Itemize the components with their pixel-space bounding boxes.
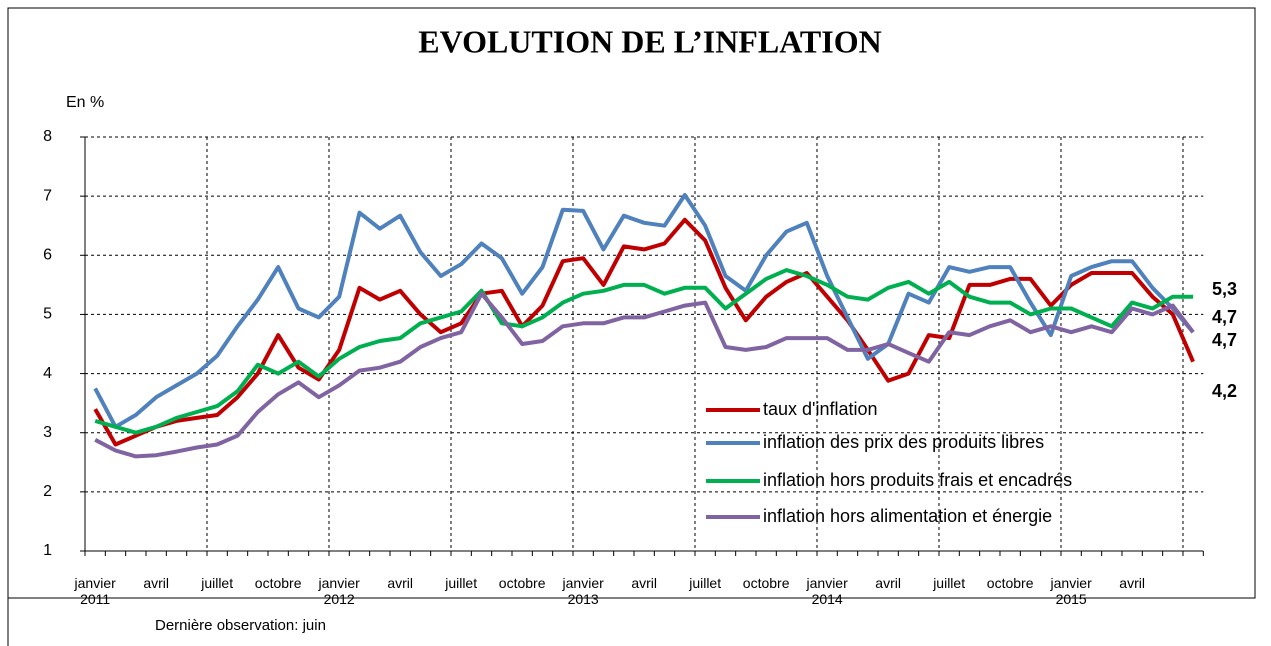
x-tick-label: juillet <box>445 575 478 591</box>
y-tick-label: 5 <box>43 306 52 323</box>
end-label: 4,7 <box>1212 330 1237 350</box>
x-tick-label: avril <box>1119 575 1145 591</box>
y-tick-label: 4 <box>43 365 52 382</box>
series-line <box>93 193 1195 429</box>
x-tick-label: octobre <box>986 575 1034 591</box>
y-tick-label: 8 <box>43 128 52 145</box>
x-tick-label: octobre <box>254 575 302 591</box>
series-line <box>93 217 1195 447</box>
end-label: 4,2 <box>1212 381 1237 401</box>
y-tick-label: 2 <box>43 483 52 500</box>
y-tick-label: 3 <box>43 424 52 441</box>
y-tick-label: 7 <box>43 187 52 204</box>
x-tick-label: janvier 2014 <box>806 575 848 607</box>
x-tick-label: juillet <box>933 575 966 591</box>
legend-label: inflation des prix des produits libres <box>763 432 1044 452</box>
x-tick-label: octobre <box>742 575 790 591</box>
x-tick-label: janvier 2015 <box>1050 575 1092 607</box>
legend-label: inflation hors produits frais et encadré… <box>763 470 1072 490</box>
x-tick-label: avril <box>143 575 169 591</box>
x-tick-label: juillet <box>689 575 722 591</box>
x-tick-label: avril <box>387 575 413 591</box>
y-tick-label: 6 <box>43 247 52 264</box>
end-label: 5,3 <box>1212 279 1237 299</box>
x-tick-label: janvier 2011 <box>74 575 116 607</box>
x-tick-label: juillet <box>201 575 234 591</box>
legend-label: inflation hors alimentation et énergie <box>763 506 1052 526</box>
x-tick-label: avril <box>875 575 901 591</box>
end-label: 4,7 <box>1212 307 1237 327</box>
frame <box>7 7 1256 599</box>
legend-label: taux d'inflation <box>763 399 878 419</box>
series-line <box>94 291 1195 459</box>
y-tick-label: 1 <box>43 542 52 559</box>
note: Dernière observation: juin <box>155 617 326 634</box>
y-axis-label: En % <box>66 94 104 111</box>
x-tick-label: avril <box>631 575 657 591</box>
x-tick-label: janvier 2013 <box>562 575 604 607</box>
series-line <box>94 268 1194 435</box>
x-tick-label: octobre <box>498 575 546 591</box>
x-tick-label: janvier 2012 <box>318 575 360 607</box>
chart-title: EVOLUTION DE L’INFLATION <box>418 23 881 59</box>
